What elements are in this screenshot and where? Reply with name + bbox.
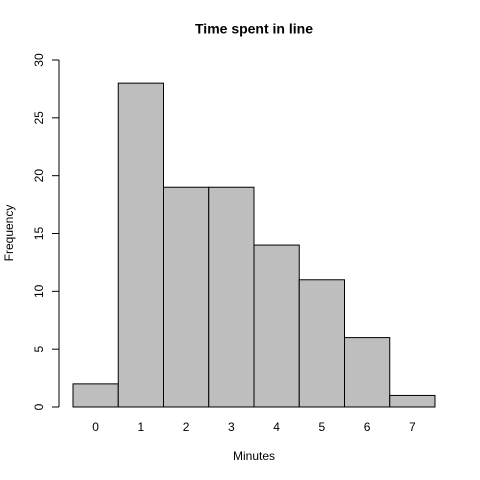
bar [253,244,300,408]
x-tick-label: 0 [92,420,99,434]
x-tick-label: 7 [409,420,416,434]
y-tick-label: 30 [32,53,46,67]
y-axis-label: Frequency [2,205,16,262]
y-tick-label: 20 [32,169,46,183]
bar [389,394,436,408]
y-tick-label: 15 [32,227,46,241]
bar [117,82,164,408]
x-tick-label: 6 [364,420,371,434]
y-tick-label: 0 [32,403,46,410]
x-tick-label: 3 [228,420,235,434]
bar [298,279,345,408]
bar [72,383,119,408]
y-tick-label: 25 [32,111,46,125]
x-tick-label: 4 [273,420,280,434]
x-tick-label: 1 [138,420,145,434]
bar [344,337,391,408]
chart-title: Time spent in line [195,21,313,37]
y-tick-label: 5 [32,346,46,353]
x-axis-label: Minutes [233,449,275,463]
bar [163,186,210,408]
x-tick-label: 2 [183,420,190,434]
x-tick-label: 5 [319,420,326,434]
bar [208,186,255,408]
y-tick-label: 10 [32,284,46,298]
